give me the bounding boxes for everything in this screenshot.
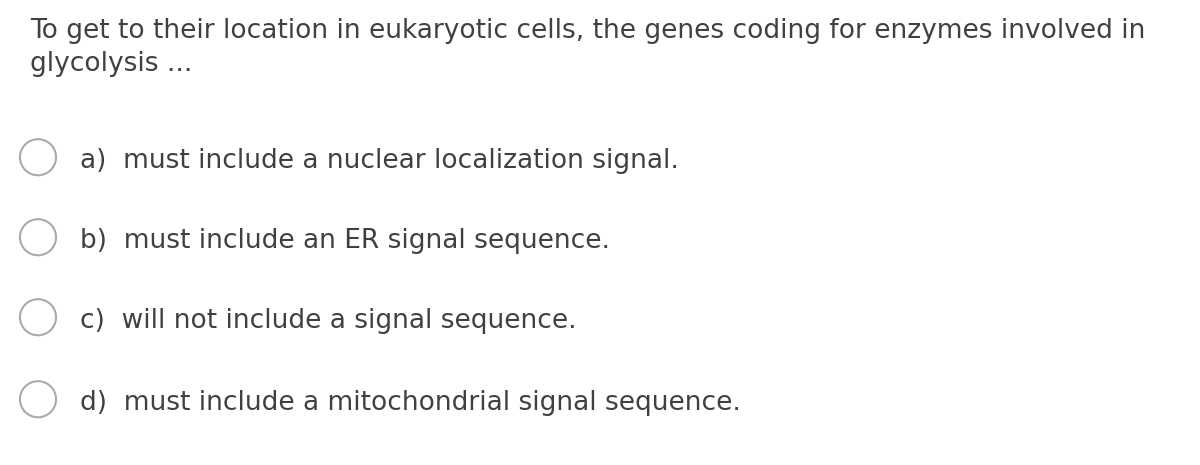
Text: d)  must include a mitochondrial signal sequence.: d) must include a mitochondrial signal s…	[80, 390, 740, 416]
Text: c)  will not include a signal sequence.: c) will not include a signal sequence.	[80, 308, 577, 334]
Text: glycolysis ...: glycolysis ...	[30, 51, 192, 77]
Text: To get to their location in eukaryotic cells, the genes coding for enzymes invol: To get to their location in eukaryotic c…	[30, 18, 1145, 44]
Text: b)  must include an ER signal sequence.: b) must include an ER signal sequence.	[80, 228, 610, 254]
Text: a)  must include a nuclear localization signal.: a) must include a nuclear localization s…	[80, 148, 679, 174]
